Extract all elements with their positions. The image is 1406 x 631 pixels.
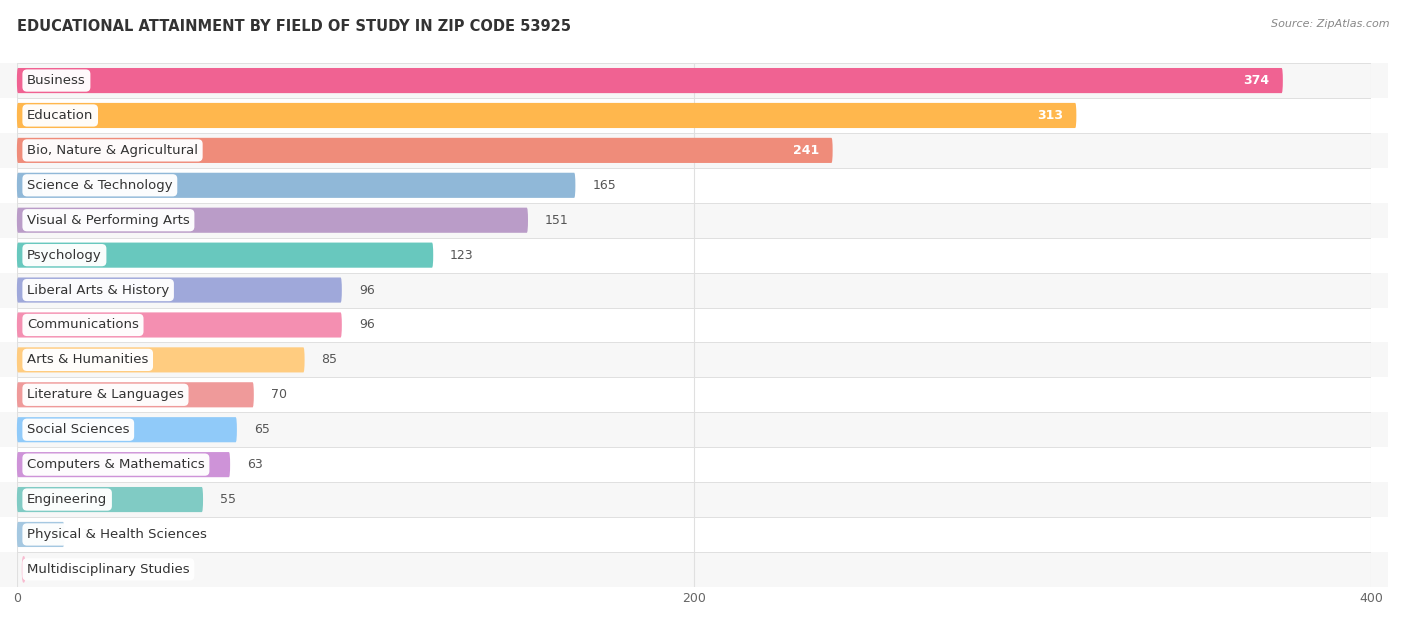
FancyBboxPatch shape — [0, 447, 1388, 482]
FancyBboxPatch shape — [17, 382, 254, 408]
Text: Psychology: Psychology — [27, 249, 101, 262]
Text: 63: 63 — [247, 458, 263, 471]
FancyBboxPatch shape — [0, 552, 1388, 587]
Text: Social Sciences: Social Sciences — [27, 423, 129, 436]
FancyBboxPatch shape — [0, 517, 1388, 552]
Text: Business: Business — [27, 74, 86, 87]
FancyBboxPatch shape — [17, 173, 575, 198]
Text: 374: 374 — [1243, 74, 1270, 87]
Text: Science & Technology: Science & Technology — [27, 179, 173, 192]
FancyBboxPatch shape — [17, 452, 231, 477]
Text: 96: 96 — [359, 319, 374, 331]
FancyBboxPatch shape — [0, 63, 1388, 98]
Text: 165: 165 — [592, 179, 616, 192]
FancyBboxPatch shape — [17, 417, 236, 442]
FancyBboxPatch shape — [0, 133, 1388, 168]
Text: Bio, Nature & Agricultural: Bio, Nature & Agricultural — [27, 144, 198, 157]
FancyBboxPatch shape — [0, 168, 1388, 203]
Text: Communications: Communications — [27, 319, 139, 331]
Text: 0: 0 — [34, 563, 42, 576]
Text: EDUCATIONAL ATTAINMENT BY FIELD OF STUDY IN ZIP CODE 53925: EDUCATIONAL ATTAINMENT BY FIELD OF STUDY… — [17, 19, 571, 34]
FancyBboxPatch shape — [17, 278, 342, 303]
Text: Arts & Humanities: Arts & Humanities — [27, 353, 149, 367]
Text: 123: 123 — [450, 249, 474, 262]
Text: Liberal Arts & History: Liberal Arts & History — [27, 283, 169, 297]
FancyBboxPatch shape — [0, 343, 1388, 377]
FancyBboxPatch shape — [17, 68, 1282, 93]
FancyBboxPatch shape — [0, 377, 1388, 412]
Text: 70: 70 — [271, 388, 287, 401]
Text: Computers & Mathematics: Computers & Mathematics — [27, 458, 205, 471]
FancyBboxPatch shape — [17, 103, 1077, 128]
FancyBboxPatch shape — [0, 412, 1388, 447]
Text: 85: 85 — [322, 353, 337, 367]
Text: Engineering: Engineering — [27, 493, 107, 506]
FancyBboxPatch shape — [17, 208, 529, 233]
Text: 313: 313 — [1036, 109, 1063, 122]
FancyBboxPatch shape — [17, 347, 305, 372]
FancyBboxPatch shape — [0, 203, 1388, 238]
Text: 14: 14 — [82, 528, 97, 541]
FancyBboxPatch shape — [17, 312, 342, 338]
FancyBboxPatch shape — [0, 482, 1388, 517]
Text: 151: 151 — [546, 214, 568, 227]
Text: 55: 55 — [219, 493, 236, 506]
Text: Education: Education — [27, 109, 93, 122]
FancyBboxPatch shape — [17, 487, 202, 512]
Text: 241: 241 — [793, 144, 820, 157]
Text: Source: ZipAtlas.com: Source: ZipAtlas.com — [1271, 19, 1389, 29]
FancyBboxPatch shape — [0, 238, 1388, 273]
Text: 65: 65 — [254, 423, 270, 436]
FancyBboxPatch shape — [0, 307, 1388, 343]
FancyBboxPatch shape — [0, 273, 1388, 307]
Text: 96: 96 — [359, 283, 374, 297]
Text: Visual & Performing Arts: Visual & Performing Arts — [27, 214, 190, 227]
Text: Multidisciplinary Studies: Multidisciplinary Studies — [27, 563, 190, 576]
FancyBboxPatch shape — [17, 242, 433, 268]
Text: Physical & Health Sciences: Physical & Health Sciences — [27, 528, 207, 541]
Circle shape — [22, 557, 25, 582]
Text: Literature & Languages: Literature & Languages — [27, 388, 184, 401]
FancyBboxPatch shape — [0, 98, 1388, 133]
FancyBboxPatch shape — [17, 138, 832, 163]
FancyBboxPatch shape — [17, 522, 65, 547]
